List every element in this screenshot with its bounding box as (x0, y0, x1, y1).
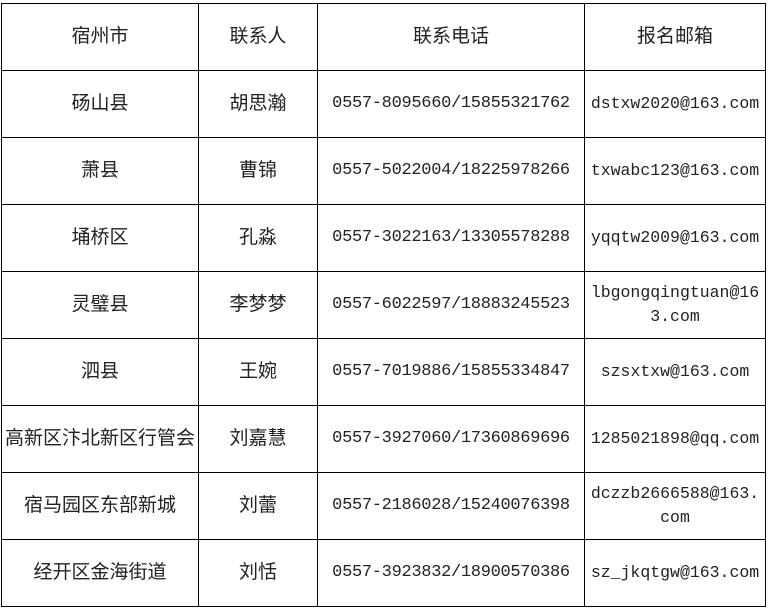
contact-name-cell: 曹锦 (198, 137, 318, 205)
email-cell: 1285021898@qq.com (584, 405, 766, 473)
contact-name-cell: 孔淼 (198, 204, 318, 272)
phone-cell: 0557-6022597/18883245523 (317, 271, 585, 339)
contact-table: 宿州市 联系人 联系电话 报名邮箱 砀山县 胡思瀚 0557-8095660/158… (1, 3, 766, 607)
table-row: 萧县 曹锦 0557-5022004/18225978266 txwabc123@16… (1, 137, 766, 205)
phone-cell: 0557-5022004/18225978266 (317, 137, 585, 205)
table-row: 埇桥区 孔淼 0557-3022163/13305578288 yqqtw2009@1… (1, 204, 766, 272)
header-row: 宿州市 联系人 联系电话 报名邮箱 (1, 3, 766, 71)
phone-cell: 0557-8095660/15855321762 (317, 70, 585, 138)
header-phone: 联系电话 (317, 3, 585, 71)
email-cell: szsxtxw@163.com (584, 338, 766, 406)
district-cell: 埇桥区 (1, 204, 199, 272)
district-cell: 高新区汴北新区行管会 (1, 405, 199, 473)
phone-cell: 0557-7019886/15855334847 (317, 338, 585, 406)
email-cell: sz_jkqtgw@163.com (584, 539, 766, 607)
district-cell: 砀山县 (1, 70, 199, 138)
header-city: 宿州市 (1, 3, 199, 71)
phone-cell: 0557-3022163/13305578288 (317, 204, 585, 272)
phone-cell: 0557-3927060/17360869696 (317, 405, 585, 473)
email-cell: txwabc123@163.com (584, 137, 766, 205)
table-row: 灵璧县 李梦梦 0557-6022597/18883245523 lbgongqing… (1, 271, 766, 339)
contact-name-cell: 刘恬 (198, 539, 318, 607)
contact-name-cell: 刘蕾 (198, 472, 318, 540)
header-contact: 联系人 (198, 3, 318, 71)
district-cell: 萧县 (1, 137, 199, 205)
email-cell: yqqtw2009@163.com (584, 204, 766, 272)
header-email: 报名邮箱 (584, 3, 766, 71)
table-row: 高新区汴北新区行管会 刘嘉慧 0557-3927060/17360869696 128… (1, 405, 766, 473)
contact-name-cell: 胡思瀚 (198, 70, 318, 138)
table-row: 经开区金海街道 刘恬 0557-3923832/18900570386 sz_jkqt… (1, 539, 766, 607)
district-cell: 灵璧县 (1, 271, 199, 339)
email-cell: dstxw2020@163.com (584, 70, 766, 138)
contact-name-cell: 李梦梦 (198, 271, 318, 339)
table-row: 砀山县 胡思瀚 0557-8095660/15855321762 dstxw2020@… (1, 70, 766, 138)
district-cell: 泗县 (1, 338, 199, 406)
phone-cell: 0557-2186028/15240076398 (317, 472, 585, 540)
table-row: 泗县 王婉 0557-7019886/15855334847 szsxtxw@163.… (1, 338, 766, 406)
email-cell: dczzb2666588@163.com (584, 472, 766, 540)
email-cell: lbgongqingtuan@163.com (584, 271, 766, 339)
phone-cell: 0557-3923832/18900570386 (317, 539, 585, 607)
district-cell: 经开区金海街道 (1, 539, 199, 607)
table-row: 宿马园区东部新城 刘蕾 0557-2186028/15240076398 dczzb2… (1, 472, 766, 540)
district-cell: 宿马园区东部新城 (1, 472, 199, 540)
contact-name-cell: 王婉 (198, 338, 318, 406)
contact-name-cell: 刘嘉慧 (198, 405, 318, 473)
